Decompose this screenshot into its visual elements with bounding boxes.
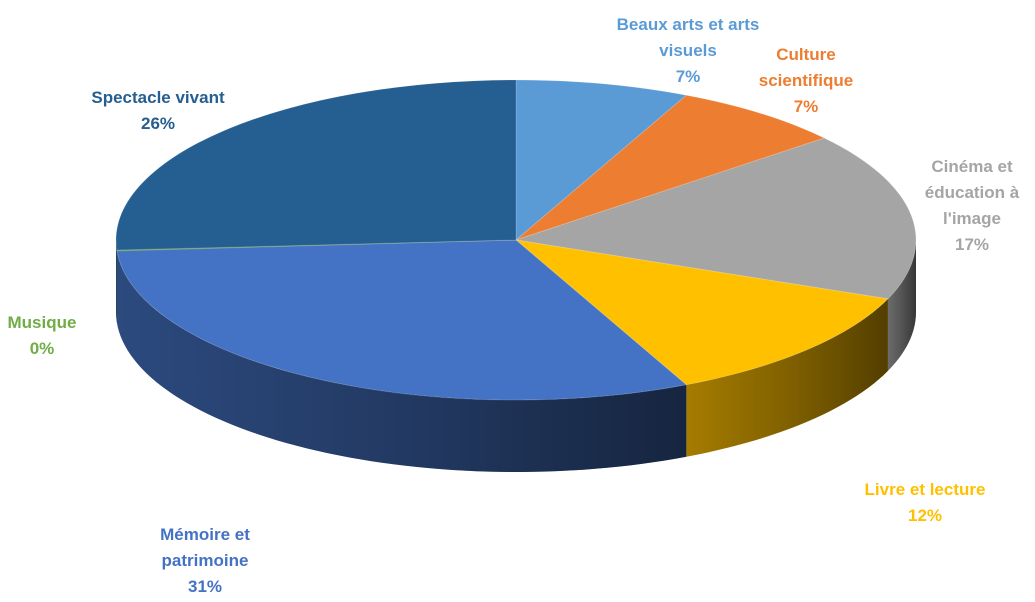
slice-label-line-4-1: patrimoine [162,551,249,570]
slice-label-5: Musique 0% [8,313,77,358]
pie-slice-1 [515,94,826,241]
pie-labels: Beaux arts et arts visuels 7% Culture scient… [8,15,1020,596]
slice-label-line-3-0: Livre et lecture [865,480,986,499]
slice-label-3: Livre et lecture 12% [865,480,986,525]
slice-percent-1: 7% [794,97,819,116]
slice-percent-6: 26% [141,114,175,133]
slice-percent-3: 12% [908,506,942,525]
slice-label-line-0-1: visuels [659,41,717,60]
slice-label-4: Mémoire et patrimoine 31% [160,525,250,596]
slice-label-line-0-0: Beaux arts et arts [617,15,760,34]
slice-label-0: Beaux arts et arts visuels 7% [617,15,760,86]
slice-label-line-2-0: Cinéma et [931,157,1013,176]
pie-side-shade-4 [116,250,687,472]
pie-tops [115,79,917,401]
slice-label-line-1-0: Culture [776,45,836,64]
slice-percent-5: 0% [30,339,55,358]
slice-label-line-2-2: l'image [943,209,1001,228]
slice-label-6: Spectacle vivant 26% [91,88,225,133]
pie-slice-4 [116,239,688,401]
pie-sides [116,240,916,472]
slice-percent-0: 7% [676,67,701,86]
slice-percent-4: 31% [188,577,222,596]
slice-percent-2: 17% [955,235,989,254]
slice-label-line-5-0: Musique [8,313,77,332]
slice-label-line-2-1: éducation à [925,183,1020,202]
pie-side-shade-2 [887,240,916,371]
pie-slice-0 [515,79,688,242]
slice-label-line-4-0: Mémoire et [160,525,250,544]
slice-label-line-6-0: Spectacle vivant [91,88,225,107]
slice-label-line-1-1: scientifique [759,71,853,90]
pie-side-shade-3 [686,298,888,457]
slice-label-2: Cinéma et éducation à l'image 17% [925,157,1020,254]
pie-slice-6 [115,79,517,251]
pie-slice-3 [514,239,889,386]
pie-side-shade-6 [116,240,117,323]
slice-label-1: Culture scientifique 7% [759,45,853,116]
pie-slice-2 [515,137,917,300]
